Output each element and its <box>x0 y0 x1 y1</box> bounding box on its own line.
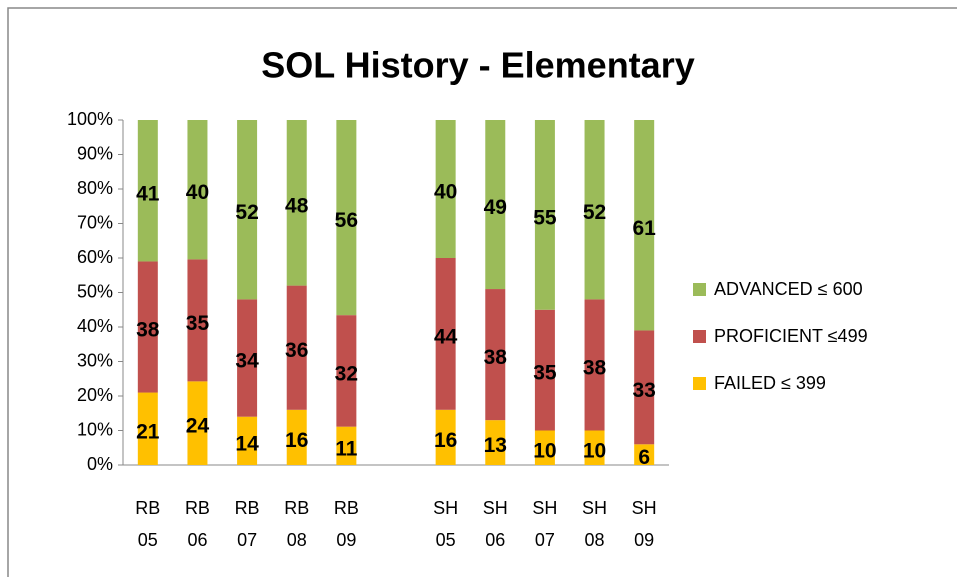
data-label: 35 <box>186 312 210 335</box>
data-label: 34 <box>235 350 259 373</box>
bar-segment <box>137 261 158 393</box>
y-tick-label: 40% <box>77 316 113 336</box>
bar-segment <box>634 444 655 465</box>
x-tick-label: RB 05 <box>135 498 161 550</box>
chart-title: SOL History - Elementary <box>261 45 694 86</box>
data-label: 38 <box>136 319 160 342</box>
data-label: 6 <box>638 446 650 469</box>
bar-segment <box>534 120 555 310</box>
legend-label: FAILED ≤ 399 <box>714 373 826 393</box>
data-label: 41 <box>136 182 160 205</box>
data-label: 36 <box>285 339 308 362</box>
y-tick-label: 80% <box>77 178 113 198</box>
bar-segment <box>485 289 506 421</box>
data-label: 52 <box>235 201 258 224</box>
bar-segment <box>237 120 258 300</box>
legend-swatch <box>693 377 706 390</box>
chart-frame <box>7 7 957 577</box>
bar-segment <box>187 381 208 465</box>
x-tick-label: SH 07 <box>532 498 558 550</box>
bar-segment <box>286 285 307 410</box>
data-label: 55 <box>533 206 557 229</box>
legend-label: PROFICIENT ≤499 <box>714 326 868 346</box>
y-tick-label: 50% <box>77 281 113 301</box>
data-label: 35 <box>533 362 557 385</box>
y-tick-label: 90% <box>77 143 113 163</box>
bar-segment <box>634 120 655 331</box>
data-label: 38 <box>583 356 607 379</box>
bar-segment <box>435 120 456 258</box>
data-label: 61 <box>633 217 657 240</box>
y-tick-label: 60% <box>77 247 113 267</box>
data-label: 48 <box>285 194 309 217</box>
data-label: 21 <box>136 420 160 443</box>
data-label: 10 <box>533 439 556 462</box>
x-tick-label: SH 05 <box>433 498 459 550</box>
bar-segment <box>336 315 357 427</box>
data-label: 40 <box>186 181 209 204</box>
bar-segment <box>137 392 158 465</box>
legend-swatch <box>693 283 706 296</box>
data-label: 49 <box>484 196 507 219</box>
bar-segment <box>584 120 605 300</box>
bar-segment <box>435 409 456 465</box>
bar-segment <box>286 409 307 465</box>
y-tick-label: 100% <box>67 109 113 129</box>
data-label: 11 <box>335 437 358 460</box>
bar-segment <box>187 120 208 260</box>
data-label: 56 <box>335 209 358 232</box>
bar-segment <box>485 120 506 290</box>
bar-segment <box>534 309 555 431</box>
y-tick-label: 0% <box>87 454 113 474</box>
y-tick-label: 10% <box>77 419 113 439</box>
bar-segment <box>534 430 555 465</box>
bar-segment <box>286 120 307 286</box>
legend-label: ADVANCED ≤ 600 <box>714 279 863 299</box>
bar-segment <box>336 426 357 465</box>
bar-segment <box>485 420 506 465</box>
data-label: 16 <box>434 429 457 452</box>
data-label: 10 <box>583 439 606 462</box>
data-label: 14 <box>235 432 259 455</box>
x-tick-label: RB 09 <box>333 498 359 550</box>
data-label: 38 <box>484 346 508 369</box>
bar-segment <box>137 120 158 262</box>
bar-segment <box>336 120 357 316</box>
bar-segment <box>187 259 208 382</box>
bar-segment <box>237 299 258 417</box>
data-label: 16 <box>285 429 308 452</box>
bar-segment <box>435 258 456 410</box>
bar-segment <box>237 416 258 465</box>
data-label: 40 <box>434 181 457 204</box>
y-tick-label: 20% <box>77 385 113 405</box>
x-tick-label: SH 08 <box>582 498 608 550</box>
bar-segment <box>584 430 605 465</box>
legend-swatch <box>693 330 706 343</box>
x-tick-label: SH 09 <box>631 498 657 550</box>
bar-segment <box>584 299 605 431</box>
data-label: 32 <box>335 362 358 385</box>
y-tick-label: 70% <box>77 212 113 232</box>
bar-segment <box>634 330 655 445</box>
data-label: 52 <box>583 201 606 224</box>
data-label: 33 <box>633 379 656 402</box>
x-tick-label: RB 07 <box>234 498 260 550</box>
x-tick-label: RB 06 <box>184 498 210 550</box>
data-label: 24 <box>186 415 210 438</box>
x-tick-label: RB 08 <box>284 498 310 550</box>
data-label: 44 <box>434 325 458 348</box>
x-tick-label: SH 06 <box>482 498 508 550</box>
data-label: 13 <box>484 434 507 457</box>
y-tick-label: 30% <box>77 350 113 370</box>
